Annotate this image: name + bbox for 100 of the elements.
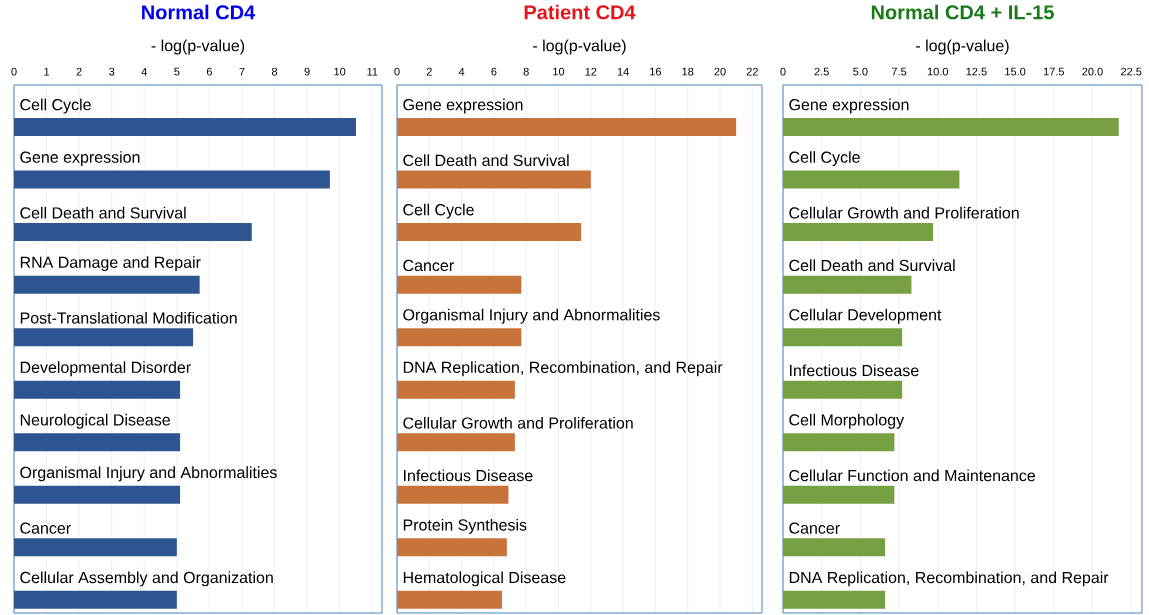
x-tick-label: 9 <box>304 67 310 76</box>
y-tick-label: Cell Cycle <box>403 203 474 219</box>
x-tick-label: 1 <box>44 67 50 76</box>
bar <box>397 538 507 557</box>
bar <box>783 433 895 452</box>
bar <box>14 485 181 504</box>
bar <box>783 275 912 294</box>
y-tick-label: DNA Replication, Recombination, and Repair <box>403 361 723 377</box>
bar <box>14 590 177 609</box>
x-tick-label: 10 <box>334 67 346 76</box>
x-tick-label: 4 <box>141 67 147 76</box>
bar <box>783 118 1119 137</box>
x-tick-label: 2 <box>426 67 432 76</box>
x-tick-label: 5 <box>174 67 180 76</box>
x-tick-label: 0 <box>11 67 17 76</box>
bar <box>14 538 177 557</box>
bar <box>783 590 886 609</box>
x-tick-label: 11 <box>367 67 378 76</box>
x-tick-label: 16 <box>650 67 662 76</box>
bar <box>397 590 502 609</box>
chart-title: Patient CD4 <box>524 4 636 20</box>
bar <box>783 223 934 242</box>
bar <box>783 485 895 504</box>
bar <box>783 170 960 189</box>
bar <box>14 170 330 189</box>
x-tick-label: 5.0 <box>853 67 868 76</box>
x-tick-label: 7 <box>239 67 245 76</box>
bar <box>783 328 903 347</box>
chart-title: Normal CD4 + IL-15 <box>871 4 1054 20</box>
x-tick-label: 2.5 <box>814 67 829 76</box>
y-tick-label: Cancer <box>403 259 454 272</box>
x-axis-title: - log(p-value) <box>533 39 626 55</box>
x-axis-title: - log(p-value) <box>151 39 245 55</box>
y-tick-label: Cell Morphology <box>789 413 905 429</box>
bar <box>397 328 522 347</box>
y-tick-label: Post-Translational Modification <box>20 311 237 324</box>
x-tick-label: 12.5 <box>966 67 987 76</box>
y-tick-label: Organismal Injury and Abnormalities <box>403 308 660 324</box>
bar <box>397 170 591 189</box>
bar <box>14 118 356 137</box>
bar <box>397 118 737 137</box>
y-tick-label: Cellular Development <box>789 308 942 324</box>
x-tick-label: 15.0 <box>1005 67 1026 76</box>
y-tick-label: Cellular Growth and Proliferation <box>403 416 633 429</box>
x-tick-label: 0 <box>394 67 400 76</box>
bar <box>397 380 515 399</box>
x-tick-label: 20 <box>714 67 726 76</box>
bar <box>14 433 181 452</box>
x-tick-label: 22 <box>746 67 758 76</box>
y-tick-label: Cellular Function and Maintenance <box>789 469 1036 482</box>
x-tick-label: 14 <box>617 67 629 76</box>
bar <box>397 433 515 452</box>
y-tick-label: Cell Death and Survival <box>789 259 955 272</box>
y-tick-label: Cell Cycle <box>20 98 91 114</box>
x-tick-label: 12 <box>585 67 597 76</box>
y-tick-label: Hematological Disease <box>403 571 566 587</box>
y-tick-label: Gene expression <box>20 151 140 167</box>
y-tick-label: Cancer <box>789 522 840 534</box>
bar <box>14 223 252 242</box>
x-tick-label: 0 <box>780 67 786 76</box>
x-tick-label: 4 <box>458 67 465 76</box>
y-tick-label: Cancer <box>20 522 71 534</box>
bar <box>14 275 200 294</box>
y-tick-label: Cellular Growth and Proliferation <box>789 206 1019 219</box>
y-tick-label: Protein Synthesis <box>403 518 527 534</box>
bar <box>397 485 509 504</box>
x-tick-label: 8 <box>523 67 529 76</box>
bar <box>397 223 582 242</box>
y-tick-label: Cell Cycle <box>789 151 860 167</box>
x-tick-label: 8 <box>271 67 278 76</box>
y-tick-label: Neurological Disease <box>20 413 170 429</box>
y-tick-label: Gene expression <box>403 98 523 114</box>
x-tick-label: 20.0 <box>1082 67 1103 76</box>
y-tick-label: Gene expression <box>789 98 909 114</box>
x-tick-label: 6 <box>206 67 212 76</box>
x-tick-label: 10 <box>553 67 565 76</box>
x-tick-label: 2 <box>76 67 82 76</box>
y-tick-label: Cell Death and Survival <box>20 206 186 219</box>
x-tick-label: 10.0 <box>927 67 949 76</box>
x-tick-label: 7.5 <box>891 67 907 76</box>
x-tick-label: 6 <box>491 67 497 76</box>
y-tick-label: DNA Replication, Recombination, and Repair <box>789 571 1109 587</box>
bar <box>14 328 194 347</box>
x-axis-title: - log(p-value) <box>916 39 1009 55</box>
x-tick-label: 22.5 <box>1121 67 1142 76</box>
bar <box>783 538 886 557</box>
x-tick-label: 3 <box>109 67 115 76</box>
y-tick-label: RNA Damage and Repair <box>20 256 201 272</box>
y-tick-label: Cell Death and Survival <box>403 154 569 167</box>
x-tick-label: 17.5 <box>1043 67 1065 76</box>
chart-title: Normal CD4 <box>142 4 256 20</box>
bar <box>397 275 522 294</box>
y-tick-label: Cellular Assembly and Organization <box>20 571 273 587</box>
bar <box>14 380 181 399</box>
y-tick-label: Infectious Disease <box>404 469 533 482</box>
bar <box>783 380 903 399</box>
x-tick-label: 18 <box>682 67 694 76</box>
y-tick-label: Organismal Injury and Abnormalities <box>20 466 277 482</box>
y-tick-label: Infectious Disease <box>790 364 919 377</box>
y-tick-label: Developmental Disorder <box>20 361 191 377</box>
